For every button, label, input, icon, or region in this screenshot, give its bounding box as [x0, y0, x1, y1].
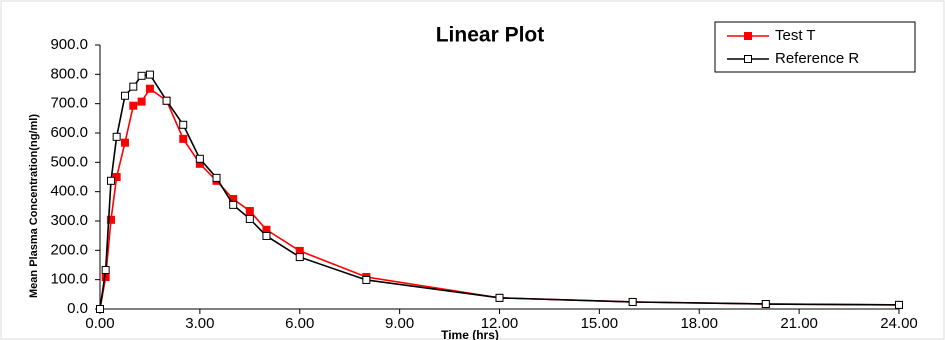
data-point	[362, 275, 371, 284]
data-point	[129, 101, 138, 110]
data-point	[162, 96, 171, 105]
data-point	[120, 138, 129, 147]
data-point	[112, 132, 121, 141]
data-point	[106, 215, 115, 224]
data-point	[295, 253, 304, 262]
data-point	[137, 71, 146, 80]
x-axis-title: Time (hrs)	[441, 328, 499, 340]
data-point	[895, 300, 903, 309]
data-point	[229, 200, 238, 209]
data-point	[628, 297, 637, 306]
legend-box	[714, 21, 916, 73]
legend-label: Test T	[775, 27, 816, 44]
data-point	[245, 207, 254, 216]
y-tick-label: 0.0	[67, 300, 88, 317]
x-tick-label: 18.00	[680, 315, 718, 332]
data-point	[195, 154, 204, 163]
y-tick-label: 300.0	[50, 212, 88, 229]
x-tick-label: 21.00	[780, 315, 818, 332]
y-tick-label: 100.0	[50, 271, 88, 288]
x-tick-label: 6.00	[285, 315, 314, 332]
legend-marker	[744, 55, 752, 63]
data-point	[137, 97, 146, 106]
data-point	[120, 91, 129, 100]
legend-marker	[744, 32, 752, 40]
data-point	[129, 82, 138, 91]
chart-title: Linear Plot	[436, 24, 545, 47]
y-tick-label: 700.0	[50, 95, 88, 112]
data-point	[145, 84, 154, 93]
legend-label: Reference R	[775, 50, 859, 67]
y-tick-label: 800.0	[50, 65, 88, 82]
x-tick-label: 12.00	[481, 315, 519, 332]
data-point	[96, 305, 104, 313]
x-tick-label: 0.00	[85, 315, 114, 332]
data-point	[212, 173, 221, 182]
x-tick-label: 3.00	[185, 315, 214, 332]
data-point	[145, 70, 154, 79]
y-tick-label: 600.0	[50, 124, 88, 141]
data-point	[245, 214, 254, 223]
data-point	[101, 265, 110, 274]
data-point	[495, 293, 504, 302]
data-point	[262, 231, 271, 240]
x-tick-label: 15.00	[581, 315, 619, 332]
y-tick-label: 900.0	[50, 36, 88, 53]
x-tick-label: 9.00	[385, 315, 414, 332]
data-point	[106, 176, 115, 185]
y-tick-label: 200.0	[50, 241, 88, 258]
y-tick-label: 500.0	[50, 153, 88, 170]
y-axis-title: Mean Plasma Concentration(ng/ml)	[28, 114, 40, 298]
y-tick-label: 400.0	[50, 183, 88, 200]
data-point	[179, 134, 188, 143]
data-point	[179, 120, 188, 129]
data-point	[761, 300, 770, 309]
x-tick-label: 24.00	[880, 315, 918, 332]
